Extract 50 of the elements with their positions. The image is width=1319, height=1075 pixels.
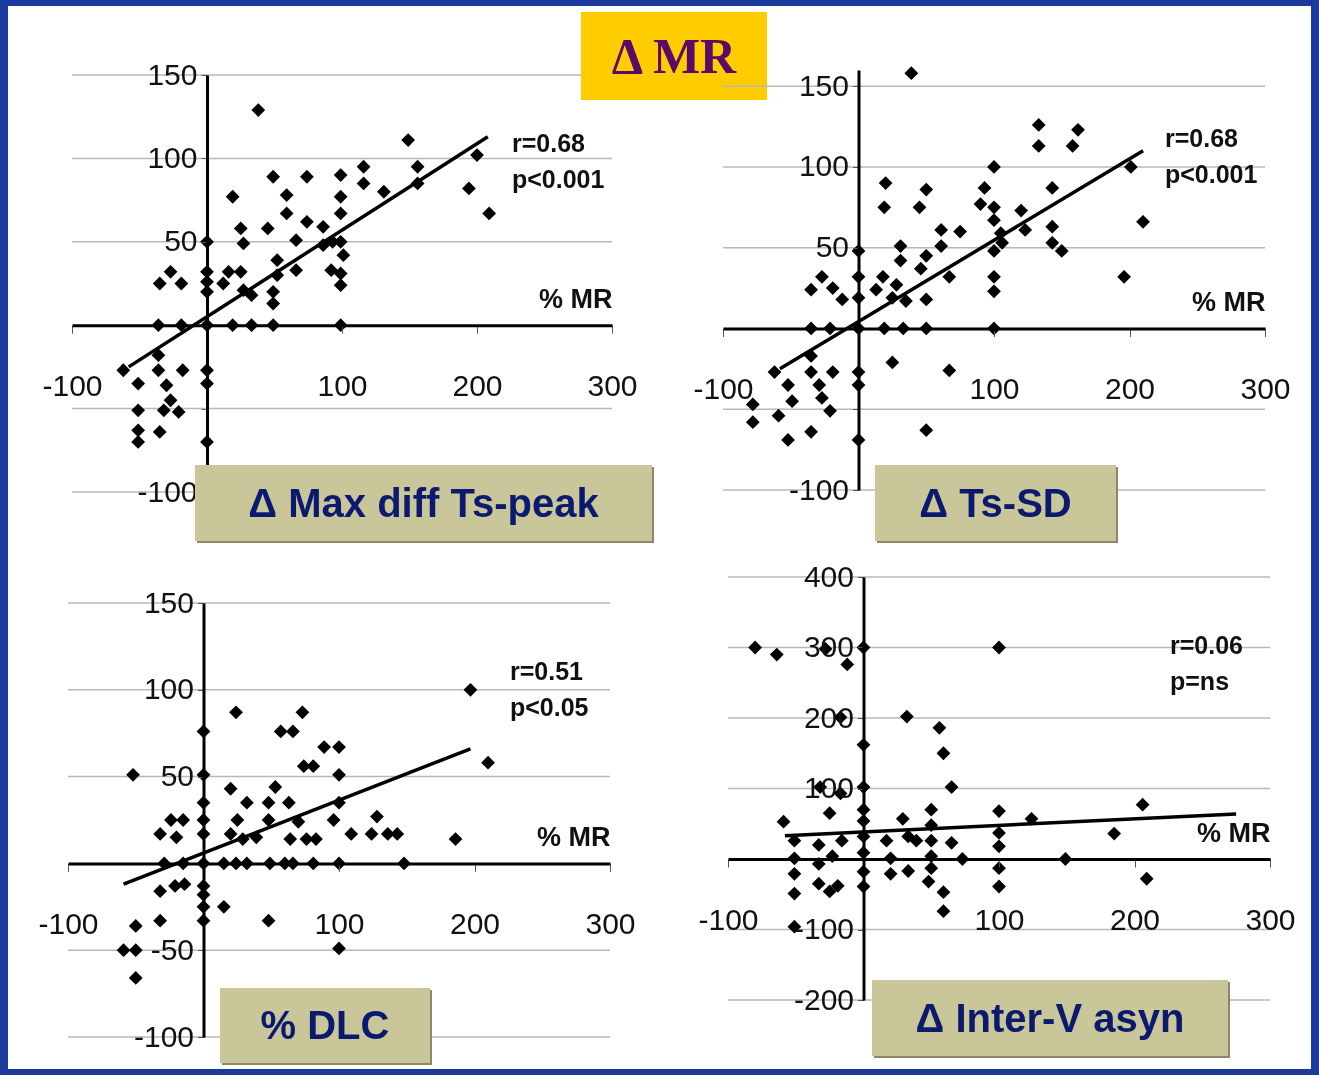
y-tick-label: 150 <box>798 68 849 102</box>
x-tick-label: 300 <box>1240 371 1291 405</box>
annotation: r=0.68 <box>1165 123 1239 154</box>
x-axis-title: % MR <box>1192 286 1266 317</box>
x-tick-label: -100 <box>698 902 759 936</box>
annotation: p<0.001 <box>1165 159 1258 190</box>
y-tick-label: -100 <box>137 474 198 508</box>
x-tick-label: 100 <box>974 902 1025 936</box>
y-tick-label: 100 <box>143 672 194 706</box>
annotation: p=ns <box>1170 666 1231 697</box>
y-tick-label: -50 <box>150 932 194 966</box>
x-tick-label: -100 <box>42 368 103 402</box>
y-tick-label: 150 <box>147 57 198 91</box>
x-tick-label: 300 <box>1245 902 1296 936</box>
text: Δ Ts-SD <box>875 465 1116 541</box>
annotation: p<0.05 <box>510 692 589 723</box>
y-tick-label: 400 <box>803 559 854 593</box>
x-tick-label: 100 <box>314 906 365 940</box>
text: Δ Inter-V asyn <box>872 980 1228 1056</box>
y-tick-label: -200 <box>793 982 854 1016</box>
y-tick-label: -100 <box>133 1019 194 1053</box>
y-tick-label: -100 <box>788 472 849 506</box>
x-axis-title: % MR <box>539 283 613 314</box>
x-tick-label: 200 <box>449 906 501 940</box>
x-tick-label: 200 <box>1109 902 1161 936</box>
annotation: r=0.06 <box>1170 630 1243 661</box>
y-tick-label: 150 <box>143 585 194 619</box>
x-tick-label: 300 <box>585 906 636 940</box>
y-tick-label: 300 <box>803 630 854 663</box>
text: % DLC <box>220 988 430 1063</box>
x-tick-label: 100 <box>969 371 1020 405</box>
x-tick-label: 100 <box>317 368 368 402</box>
y-tick-label: 50 <box>815 230 849 264</box>
chart-subtitle: Δ MR <box>581 12 767 100</box>
x-tick-label: 200 <box>1104 371 1156 405</box>
x-axis-title: % MR <box>1197 817 1271 848</box>
x-tick-label: 200 <box>452 368 503 402</box>
y-tick-label: 200 <box>803 700 854 734</box>
annotation: r=0.51 <box>510 656 584 687</box>
x-tick-label: 300 <box>587 368 638 402</box>
y-tick-label: 100 <box>147 140 198 174</box>
x-axis-title: % MR <box>537 821 611 852</box>
x-tick-label: -100 <box>693 371 754 405</box>
y-tick-label: 50 <box>160 759 194 793</box>
annotation: p<0.001 <box>512 164 605 195</box>
x-tick-label: -100 <box>38 906 99 940</box>
annotation: r=0.68 <box>512 128 586 159</box>
y-tick-label: 100 <box>798 149 849 183</box>
text: Δ Max diff Ts-peak <box>248 480 599 525</box>
y-tick-label: 50 <box>164 224 198 258</box>
